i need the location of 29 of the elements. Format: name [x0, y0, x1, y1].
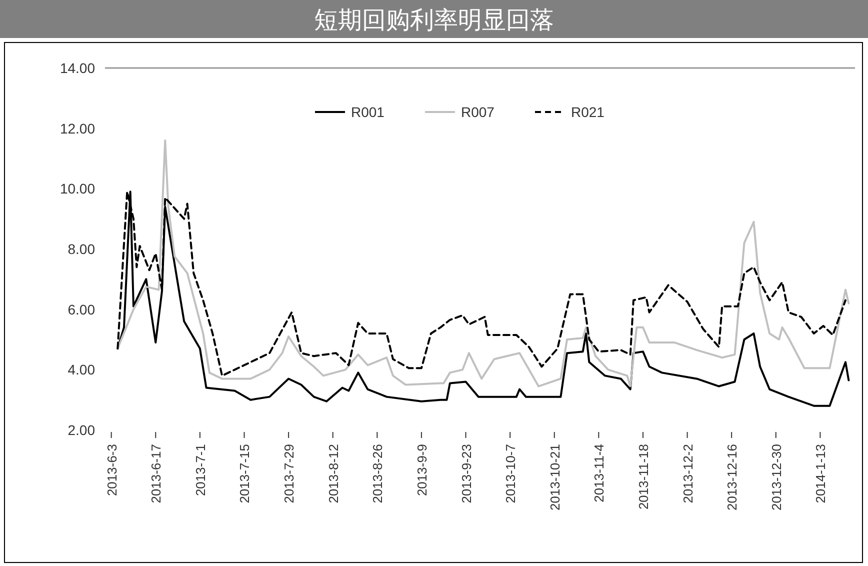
x-tick-label: 2013-11-4 — [592, 444, 607, 502]
y-tick-label: 14.00 — [60, 60, 96, 76]
y-tick-label: 12.00 — [60, 120, 96, 136]
x-tick-label: 2013-6-17 — [148, 444, 164, 504]
x-tick-label: 2013-8-26 — [370, 444, 386, 504]
x-tick-label: 2013-12-2 — [680, 444, 696, 504]
legend-label: R007 — [461, 104, 495, 120]
y-tick-label: 4.00 — [68, 362, 96, 378]
x-tick-label: 2013-11-18 — [636, 444, 651, 510]
legend-label: R021 — [571, 104, 605, 120]
x-tick-label: 2013-9-9 — [414, 444, 430, 496]
line-series — [116, 139, 850, 388]
x-tick-label: 2013-12-30 — [768, 444, 784, 510]
x-tick-label: 2013-9-23 — [458, 444, 474, 504]
x-tick-label: 2013-7-1 — [192, 444, 208, 496]
x-tick-label: 2013-7-29 — [282, 444, 297, 504]
x-tick-label: 2013-12-16 — [724, 444, 740, 510]
x-tick-label: 2013-10-7 — [503, 444, 518, 504]
legend-label: R001 — [351, 104, 385, 120]
y-tick-label: 2.00 — [68, 422, 96, 438]
x-tick-label: 2013-6-3 — [104, 444, 120, 496]
x-tick-label: 2014-1-13 — [813, 444, 828, 504]
title: 短期回购利率明显回落 — [314, 7, 554, 34]
y-tick-label: 6.00 — [68, 301, 96, 318]
x-tick-label: 2013-10-21 — [547, 444, 562, 510]
x-tick-label: 2013-7-15 — [237, 444, 252, 504]
y-tick-label: 8.00 — [68, 241, 96, 257]
x-tick-label: 2013-8-12 — [326, 444, 341, 504]
y-tick-label: 10.00 — [60, 180, 96, 197]
